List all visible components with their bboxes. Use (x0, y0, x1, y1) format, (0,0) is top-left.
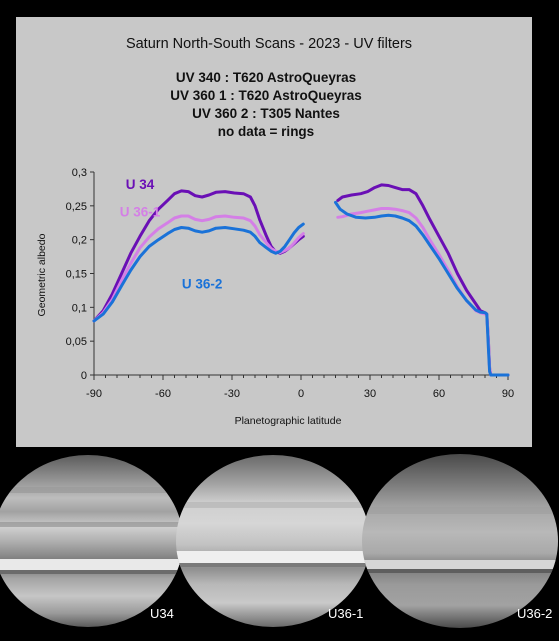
caption-u34: U34 (150, 606, 174, 621)
series-label-3: U 36-2 (182, 276, 223, 291)
x-tick-label: 90 (502, 388, 514, 400)
saturn-image-u36-1 (176, 455, 370, 627)
series-label-2: U 36-1 (120, 205, 161, 220)
caption-u36-2: U36-2 (517, 606, 552, 621)
y-tick-label: 0,15 (66, 269, 87, 281)
y-tick-label: 0,3 (72, 167, 87, 179)
saturn-images: U34 U36-1 U36-2 (0, 454, 558, 628)
subtitle-line-2: UV 360 1 : T620 AstroQueyras (170, 88, 362, 103)
chart-title: Saturn North-South Scans - 2023 - UV fil… (126, 36, 412, 52)
x-tick-label: -30 (224, 388, 240, 400)
series-label-1: U 34 (126, 177, 155, 192)
saturn-image-u36-2 (362, 454, 558, 628)
plot-area: 0 0,05 0,1 0,15 0,2 0,25 0,3 -90 -60 -30 0 30 60 90 U … (66, 167, 515, 400)
subtitle-line-1: UV 340 : T620 AstroQueyras (176, 70, 356, 85)
saturn-image-strip: U34 U36-1 U36-2 (0, 447, 559, 636)
y-tick-label: 0,1 (72, 302, 87, 314)
y-tick-label: 0,2 (72, 235, 87, 247)
x-tick-label: -60 (155, 388, 171, 400)
y-axis-label: Geometric albedo (36, 233, 48, 316)
chart-panel: Saturn North-South Scans - 2023 - UV fil… (16, 17, 532, 447)
x-axis-label: Planetographic latitude (235, 415, 342, 427)
x-tick-label: 60 (433, 388, 445, 400)
subtitle-line-3: UV 360 2 : T305 Nantes (192, 106, 340, 121)
series-line-3-segment-2 (334, 200, 510, 377)
chart-svg: Saturn North-South Scans - 2023 - UV fil… (36, 36, 515, 427)
series-line-3-segment-1 (92, 222, 305, 323)
x-tick-label: 30 (364, 388, 376, 400)
subtitle-line-4: no data = rings (218, 124, 314, 139)
saturn-image-u34 (0, 455, 183, 627)
y-tick-label: 0,05 (66, 336, 87, 348)
y-tick-label: 0 (81, 370, 87, 382)
x-tick-label: 0 (298, 388, 304, 400)
caption-u36-1: U36-1 (328, 606, 363, 621)
x-tick-label: -90 (86, 388, 102, 400)
y-tick-label: 0,25 (66, 201, 87, 213)
